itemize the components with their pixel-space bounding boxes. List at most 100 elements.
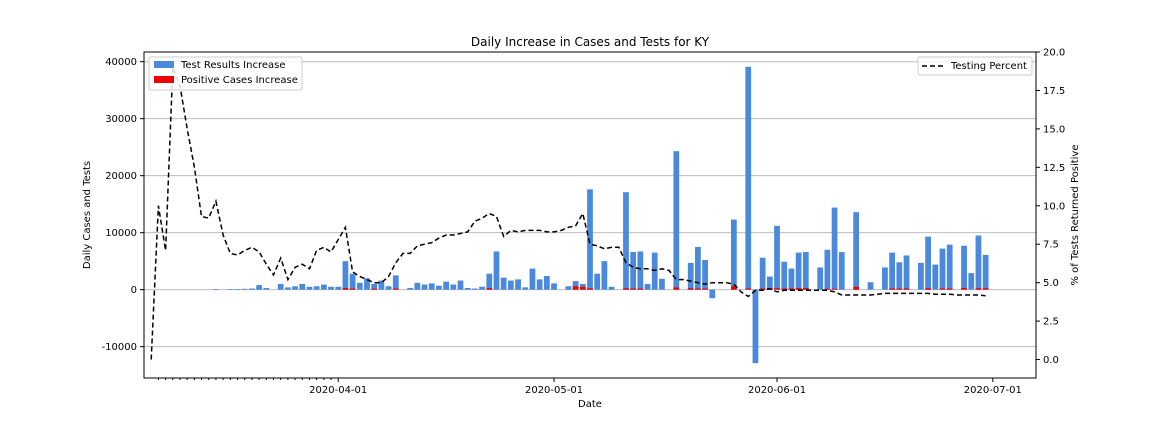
bar-tests-2020-06-27: [961, 245, 967, 290]
bar-positive-2020-05-13: [637, 288, 644, 290]
bar-tests-2020-05-12: [630, 252, 637, 290]
testing-percent-line: [150, 67, 986, 360]
y-axis-ticks: -10000 0 10000 20000 30000 40000: [102, 57, 144, 353]
bar-tests-2020-04-04: [356, 282, 363, 290]
bar-tests-2020-03-25: [284, 287, 291, 290]
bar-tests-2020-05-26: [730, 219, 737, 290]
y2-tick-label-6: 15.0: [1043, 124, 1065, 135]
bar-tests-2020-04-08: [385, 286, 392, 290]
bar-tests-2020-05-20: [687, 262, 694, 290]
bar-positive-2020-06-18: [896, 288, 903, 290]
y-tick-label-5: 40000: [105, 57, 137, 68]
y2-tick-label-2: 5.0: [1043, 278, 1059, 289]
bar-tests-2020-03-21: [256, 285, 262, 290]
bar-positive-2020-05-11: [623, 288, 629, 290]
bar-tests-2020-04-13: [421, 284, 428, 290]
bar-positive-2020-04-02: [342, 287, 349, 290]
legend-swatch-tests: [154, 61, 174, 68]
y2-tick-label-0: 0.0: [1043, 355, 1059, 366]
bar-tests-2020-03-18: [234, 289, 241, 290]
bar-tests-2020-05-13: [637, 251, 644, 290]
bar-tests-2020-06-23: [932, 264, 939, 290]
bar-positive-2020-04-06: [371, 288, 378, 290]
bar-tests-2020-04-11: [407, 287, 414, 290]
legend-label-positive: Positive Cases Increase: [181, 75, 298, 86]
bar-tests-2020-05-30: [759, 257, 766, 290]
bar-tests-2020-03-20: [249, 288, 255, 290]
bar-tests-2020-05-04: [572, 281, 579, 290]
bar-tests-2020-06-29: [975, 235, 982, 290]
bar-positive-2020-05-12: [630, 288, 637, 290]
bar-tests-2020-04-20: [472, 288, 478, 290]
bar-tests-2020-04-30: [543, 275, 550, 290]
bar-positive-2020-06-17: [889, 288, 896, 290]
bar-tests-2020-06-21: [918, 262, 924, 290]
bar-tests-2020-06-14: [867, 282, 874, 290]
bar-tests-2020-06-17: [889, 252, 896, 290]
bar-positive-2020-05-05: [579, 286, 586, 290]
bar-tests-2020-04-21: [479, 286, 485, 290]
bar-positive-2020-06-12: [853, 286, 860, 290]
bar-tests-2020-05-16: [659, 278, 665, 290]
bar-tests-2020-04-27: [522, 287, 529, 290]
bar-tests-2020-06-04: [795, 252, 802, 290]
bar-tests-2020-05-11: [623, 192, 629, 290]
bar-tests-2020-05-21: [695, 246, 701, 290]
line-series-testing-percent: [150, 67, 986, 360]
bar-tests-2020-06-08: [824, 249, 831, 290]
bar-tests-2020-03-22: [263, 287, 270, 290]
bar-tests-2020-04-06: [371, 283, 378, 290]
bar-tests-2020-05-01: [551, 283, 557, 290]
bar-positive-2020-04-03: [349, 288, 356, 290]
bar-positive-2020-06-03: [788, 288, 795, 290]
bar-tests-2020-06-16: [882, 267, 888, 290]
bar-tests-2020-04-12: [414, 282, 421, 290]
x-tick-label-3: 2020-07-01: [964, 385, 1022, 396]
y2-tick-label-7: 17.5: [1043, 86, 1065, 97]
bar-positive-2020-06-09: [831, 288, 838, 290]
bar-tests-2020-04-09: [392, 275, 399, 290]
x-axis-label: Date: [578, 399, 602, 410]
bar-tests-2020-06-12: [853, 212, 860, 290]
bar-tests-2020-03-26: [292, 286, 298, 290]
bar-tests-2020-04-22: [486, 273, 493, 290]
bar-tests-2020-05-29: [752, 289, 759, 364]
bar-tests-2020-06-24: [939, 248, 946, 290]
y-tick-label-4: 30000: [105, 114, 137, 125]
y2-tick-label-3: 7.5: [1043, 240, 1059, 251]
y-tick-label-2: 10000: [105, 228, 137, 239]
bar-positive-2020-06-27: [961, 287, 967, 290]
bar-tests-2020-03-30: [320, 284, 327, 290]
bar-tests-2020-04-07: [378, 280, 385, 290]
bar-positive-2020-06-30: [982, 288, 989, 290]
legend-label-tests: Test Results Increase: [180, 60, 285, 71]
bar-tests-2020-05-03: [565, 286, 572, 290]
bar-positive-2020-05-21: [695, 288, 701, 290]
bar-tests-2020-05-31: [766, 276, 773, 290]
bar-positive-2020-06-24: [939, 288, 946, 290]
bar-positive-2020-06-05: [802, 287, 809, 290]
bar-positive-2020-06-01: [774, 288, 780, 290]
legend-box-bars: [148, 56, 303, 91]
bar-tests-2020-04-14: [428, 283, 435, 290]
y2-tick-label-1: 2.5: [1043, 317, 1059, 328]
bar-tests-2020-04-03: [349, 273, 356, 290]
bar-tests-2020-06-25: [946, 244, 953, 290]
bar-positive-2020-04-22: [486, 288, 493, 290]
bar-tests-2020-05-28: [745, 66, 752, 290]
bar-tests-2020-03-15: [213, 289, 219, 290]
y-tick-label-1: 0: [131, 285, 137, 296]
bar-tests-2020-06-05: [802, 252, 809, 290]
legend-line: Testing Percent: [917, 56, 1033, 76]
bar-tests-2020-05-23: [709, 289, 716, 299]
legend-box-line: [917, 56, 1033, 76]
x-tick-label-1: 2020-05-01: [525, 385, 583, 396]
bar-positive-2020-05-26: [730, 286, 737, 290]
bar-tests-2020-04-28: [529, 268, 536, 290]
legend-label-line: Testing Percent: [950, 61, 1027, 72]
y2-axis-label: % of Tests Returned Positive: [1070, 145, 1081, 286]
bar-positive-2020-06-02: [781, 288, 788, 290]
bar-positive-2020-06-29: [975, 288, 982, 290]
y2-tick-label-8: 20.0: [1043, 48, 1065, 59]
chart-title: Daily Increase in Cases and Tests for KY: [471, 35, 710, 49]
